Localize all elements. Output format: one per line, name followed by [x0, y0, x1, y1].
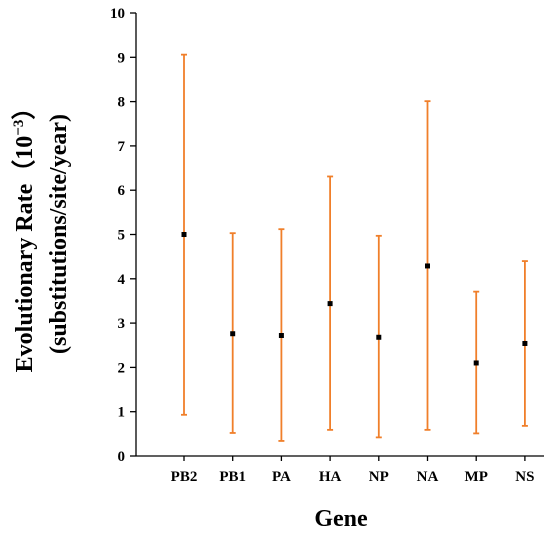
y-tick-label: 5	[118, 228, 126, 244]
data-point-pb1	[230, 331, 236, 337]
y-tick-label: 4	[118, 272, 126, 288]
y-tick-label: 0	[118, 449, 126, 465]
data-point-ha	[327, 301, 333, 307]
error-bars	[181, 53, 528, 442]
x-tick-label: NA	[417, 469, 439, 485]
x-tick-label: PA	[272, 469, 291, 485]
y-tick-label: 7	[118, 139, 126, 155]
x-tick-label: MP	[465, 469, 488, 485]
y-tick-label: 10	[110, 6, 125, 22]
data-point-pa	[278, 333, 284, 339]
y-tick-label: 6	[118, 183, 126, 199]
y-tick-label: 3	[118, 316, 126, 332]
y-tick-label: 2	[118, 360, 126, 376]
y-axis-title-line2: (substitutions/site/year)	[46, 114, 72, 354]
data-point-pb2	[181, 232, 187, 237]
x-tick-label: PB2	[171, 469, 198, 485]
x-tick-label: NP	[369, 469, 389, 485]
y-axis-ticks: 0 1 2 3 4 5 6 7 8 9 10	[110, 6, 136, 465]
data-point-na	[425, 263, 430, 269]
data-point-mp	[473, 360, 479, 366]
y-axis-title: Evolutionary Rate（10−3） (substitutions/s…	[11, 96, 72, 373]
y-axis-title-close: ）	[11, 96, 38, 120]
data-point-np	[376, 334, 382, 340]
x-tick-label: NS	[515, 469, 534, 485]
y-tick-label: 1	[118, 405, 126, 421]
svg-text:Evolutionary Rate（10−3）: Evolutionary Rate（10−3）	[11, 96, 38, 373]
y-axis-title-exponent: −3	[11, 120, 27, 136]
x-axis-title: Gene	[314, 506, 368, 532]
data-point-ns	[522, 340, 528, 346]
y-axis-title-line1: Evolutionary Rate（10	[11, 136, 38, 373]
x-tick-label: PB1	[219, 469, 246, 485]
x-tick-label: HA	[319, 469, 342, 485]
y-tick-label: 9	[118, 50, 126, 66]
y-tick-label: 8	[118, 95, 126, 111]
x-axis-ticks: PB2 PB1 PA HA NP NA MP NS	[171, 456, 534, 485]
